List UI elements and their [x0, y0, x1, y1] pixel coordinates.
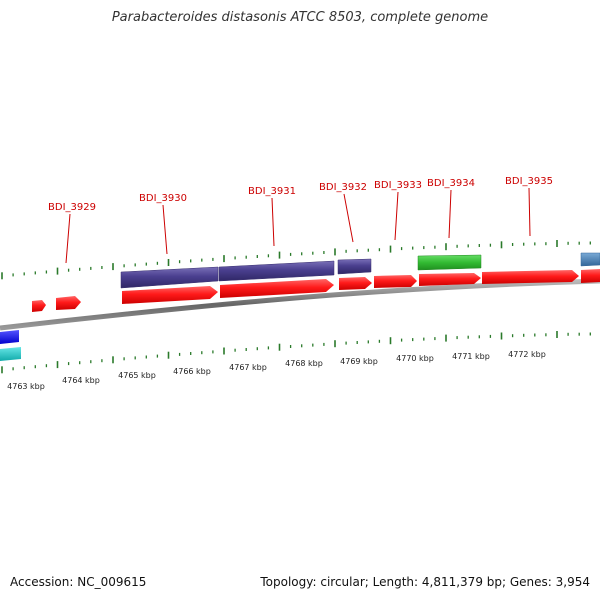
genome-backbone [0, 278, 600, 331]
genome-title: Parabacteroides distasonis ATCC 8503, co… [111, 10, 489, 25]
gene-bdi-3929-feature-b[interactable] [56, 296, 81, 310]
feature-cyan-left[interactable] [0, 347, 21, 361]
gene-bdi-3933-feature[interactable] [374, 275, 417, 288]
forward-strand-features [32, 269, 600, 312]
inner-tick-track [1, 331, 591, 374]
genome-summary-text: Topology: circular; Length: 4,811,379 bp… [260, 575, 590, 589]
feature-blue-left[interactable] [0, 330, 19, 344]
gene-bdi-3930-forward-feature[interactable] [122, 286, 218, 304]
leader-bdi-3932 [343, 193, 354, 243]
kbp-label: 4768 kbp [285, 359, 323, 368]
gene-bdi-3935-feature[interactable] [482, 270, 579, 284]
gene-label-bdi-3929[interactable]: BDI_3929 [48, 202, 96, 213]
reverse-strand-features [120, 252, 600, 289]
outer-tick-track [1, 240, 591, 280]
kbp-label: 4766 kbp [173, 367, 211, 376]
leader-bdi-3935 [528, 187, 531, 237]
gene-bdi-3931-feature[interactable] [218, 260, 335, 282]
gene-label-leaders [65, 187, 531, 264]
kbp-label: 4765 kbp [118, 371, 156, 380]
gene-bdi-3934-feature[interactable] [417, 254, 482, 271]
kbp-label: 4772 kbp [508, 350, 546, 359]
feature-red-right[interactable] [581, 269, 600, 283]
leader-bdi-3934 [448, 189, 452, 239]
gene-label-bdi-3931[interactable]: BDI_3931 [248, 186, 296, 197]
kbp-label: 4763 kbp [7, 382, 45, 391]
gene-labels: BDI_3929 BDI_3930 BDI_3931 BDI_3932 BDI_… [48, 176, 553, 213]
leader-bdi-3933 [394, 191, 399, 241]
kbp-label: 4764 kbp [62, 376, 100, 385]
feature-steel-right[interactable] [580, 252, 600, 267]
leader-bdi-3931 [271, 197, 275, 247]
gene-label-bdi-3930[interactable]: BDI_3930 [139, 193, 187, 204]
leader-bdi-3929 [65, 213, 71, 264]
kbp-label: 4771 kbp [452, 352, 490, 361]
gene-label-bdi-3933[interactable]: BDI_3933 [374, 180, 422, 191]
gene-label-bdi-3935[interactable]: BDI_3935 [505, 176, 553, 187]
accession-text: Accession: NC_009615 [10, 575, 147, 589]
gene-bdi-3929-feature-a[interactable] [32, 300, 46, 312]
gene-label-bdi-3934[interactable]: BDI_3934 [427, 178, 475, 189]
kbp-label: 4770 kbp [396, 354, 434, 363]
leader-bdi-3930 [162, 204, 168, 255]
kbp-scale-labels: 4763 kbp 4764 kbp 4765 kbp 4766 kbp 4767… [7, 350, 546, 391]
gene-bdi-3932-feature[interactable] [337, 258, 372, 275]
gene-bdi-3932-forward-feature[interactable] [339, 277, 372, 290]
kbp-label: 4769 kbp [340, 357, 378, 366]
gene-bdi-3930-feature[interactable] [120, 266, 219, 289]
kbp-label: 4767 kbp [229, 363, 267, 372]
gene-bdi-3934-forward-feature[interactable] [419, 273, 481, 286]
gene-bdi-3931-forward-feature[interactable] [220, 279, 334, 298]
gene-label-bdi-3932[interactable]: BDI_3932 [319, 182, 367, 193]
left-edge-features [0, 330, 21, 361]
